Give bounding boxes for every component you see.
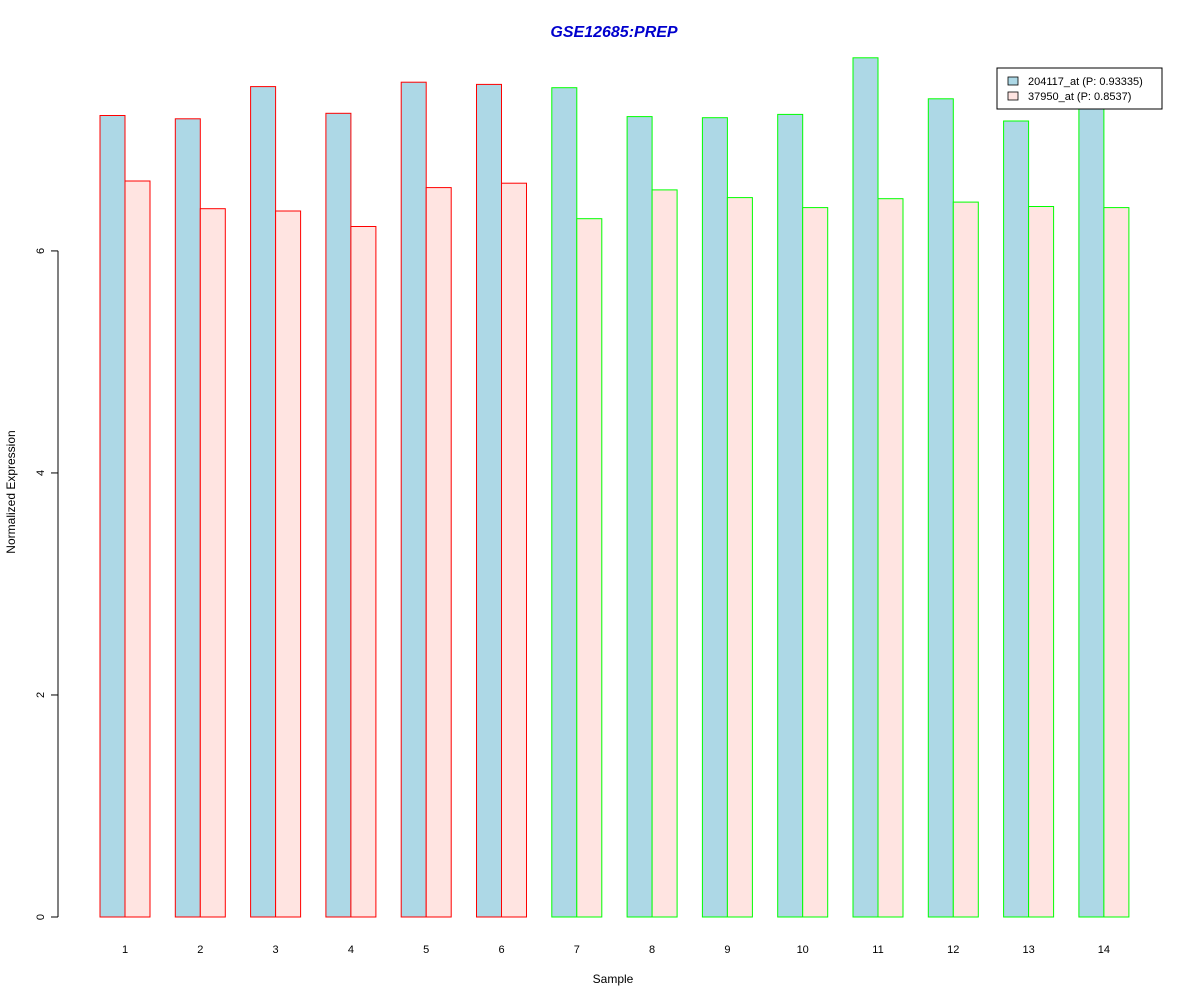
chart-title: GSE12685:PREP: [550, 24, 678, 41]
bar-37950-sample-2: [199, 208, 226, 918]
x-tick-label: 5: [423, 944, 429, 956]
bar-204117-sample-10: [777, 113, 804, 918]
bar-37950-sample-11: [877, 198, 904, 918]
x-tick-label: 6: [498, 944, 504, 956]
bar-204117-sample-6: [476, 83, 502, 918]
legend-swatch-37950: [1007, 91, 1019, 101]
legend: 204117_at (P: 0.93335) 37950_at (P: 0.85…: [996, 67, 1163, 110]
bar-204117-sample-4: [325, 112, 352, 918]
bar-37950-sample-10: [802, 207, 829, 918]
bar-204117-sample-13: [1003, 120, 1030, 918]
bar-204117-sample-1: [99, 115, 126, 918]
y-axis: 0 2 4 6: [35, 248, 59, 920]
bar-37950-sample-8: [651, 189, 678, 918]
legend-label-204117: 204117_at (P: 0.93335): [1028, 76, 1143, 88]
x-tick-label: 7: [574, 944, 580, 956]
bar-204117-sample-5: [400, 81, 427, 918]
legend-box: [996, 67, 1163, 110]
bar-37950-sample-7: [576, 218, 603, 918]
bar-204117-sample-14: [1078, 103, 1105, 918]
bar-37950-sample-13: [1028, 206, 1055, 918]
bar-204117-sample-11: [852, 57, 879, 918]
x-tick-label: 3: [273, 944, 279, 956]
x-tick-label: 4: [348, 944, 354, 956]
x-tick-label: 9: [724, 944, 730, 956]
bar-37950-sample-12: [952, 201, 979, 918]
x-tick-label: 2: [197, 944, 203, 956]
bar-37950-sample-9: [726, 197, 753, 918]
bar-37950-sample-1: [124, 180, 151, 918]
y-tick-label: 4: [35, 470, 47, 476]
x-tick-label: 10: [797, 944, 809, 956]
bar-204117-sample-9: [701, 117, 728, 918]
bar-37950-sample-4: [350, 226, 377, 918]
y-tick-label: 2: [35, 692, 47, 698]
y-axis-label: Normalized Expression: [4, 430, 18, 553]
bar-204117-sample-12: [927, 98, 954, 918]
bar-204117-sample-2: [174, 118, 201, 918]
x-axis-label: Sample: [593, 972, 634, 986]
bar-204117-sample-3: [250, 86, 277, 918]
y-tick-label: 6: [35, 248, 47, 254]
bar-204117-sample-8: [626, 116, 653, 918]
legend-label-37950: 37950_at (P: 0.8537): [1028, 91, 1131, 103]
legend-swatch-204117: [1007, 76, 1019, 86]
x-tick-label: 11: [872, 944, 883, 956]
x-axis-labels: 1 2 3 4 5 6 7 8 9 10 11 12 13 14: [122, 944, 1110, 956]
x-tick-label: 14: [1098, 944, 1110, 956]
bar-37950-sample-6: [501, 182, 527, 918]
y-tick-label: 0: [35, 914, 47, 920]
x-tick-label: 13: [1022, 944, 1034, 956]
bars-group: [99, 57, 1130, 918]
bar-204117-sample-7: [551, 87, 578, 918]
x-tick-label: 12: [947, 944, 959, 956]
bar-37950-sample-14: [1103, 207, 1130, 918]
bar-37950-sample-3: [275, 210, 302, 918]
x-tick-label: 8: [649, 944, 655, 956]
bar-37950-sample-5: [425, 187, 452, 918]
x-tick-label: 1: [122, 944, 128, 956]
